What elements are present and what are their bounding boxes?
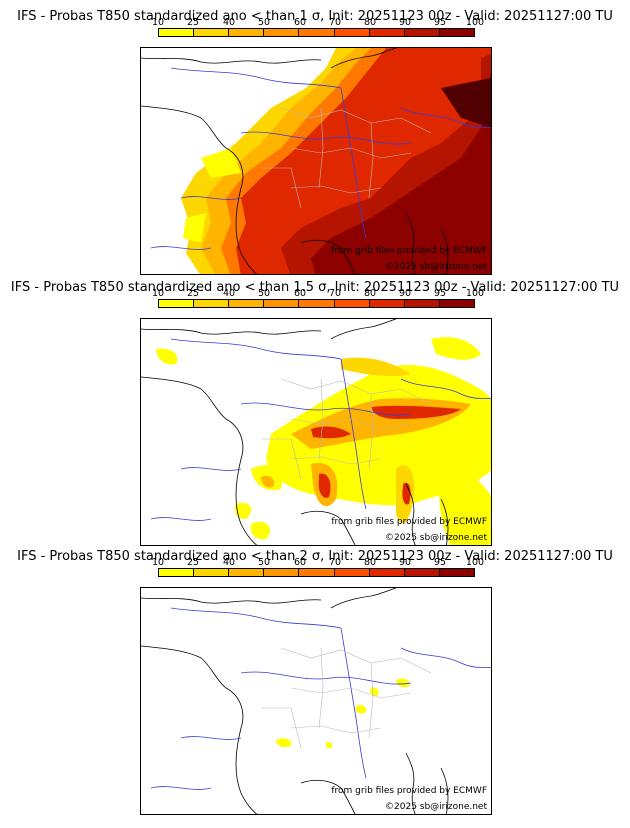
- colorbar-tick: 100: [465, 557, 485, 568]
- probability-map: from grib files provided by ECMWF ©2025 …: [140, 318, 492, 546]
- panel-2-sigma: IFS - Probas T850 standardized ano < tha…: [0, 540, 630, 816]
- colorbar-swatch: [369, 569, 405, 576]
- colorbar-swatch: [264, 569, 300, 576]
- colorbar-swatch: [229, 29, 265, 36]
- colorbar-tick: 90: [398, 17, 412, 28]
- coastlines: [141, 48, 449, 274]
- colorbar-tick: 70: [328, 557, 342, 568]
- credit-source: from grib files provided by ECMWF: [331, 517, 487, 527]
- colorbar-tick: 80: [363, 288, 377, 299]
- panel-1-sigma: IFS - Probas T850 standardized ano < tha…: [0, 0, 630, 276]
- colorbar-tick: 60: [293, 288, 307, 299]
- colorbar-tick-labels: 10 25 40 50 60 70 80 90 95 100: [140, 17, 492, 28]
- panel-1-5-sigma: IFS - Probas T850 standardized ano < tha…: [0, 271, 630, 547]
- colorbar-tick: 60: [293, 557, 307, 568]
- colorbar-tick: 25: [186, 17, 200, 28]
- colorbar-tick: 40: [222, 557, 236, 568]
- colorbar-swatch: [264, 300, 300, 307]
- colorbar-tick: 95: [433, 557, 447, 568]
- colorbar-swatch: [299, 300, 335, 307]
- colorbar-swatch: [194, 300, 230, 307]
- coastlines: [141, 588, 449, 814]
- colorbar-tick: 70: [328, 17, 342, 28]
- colorbar-swatch: [334, 29, 370, 36]
- colorbar-tick: 50: [257, 17, 271, 28]
- colorbar-swatch: [159, 569, 195, 576]
- probability-field: [276, 678, 410, 749]
- colorbar-tick: 25: [186, 557, 200, 568]
- colorbar-tick: 60: [293, 17, 307, 28]
- panel-title: IFS - Probas T850 standardized ano < tha…: [10, 280, 620, 295]
- panel-title: IFS - Probas T850 standardized ano < tha…: [17, 9, 613, 24]
- probability-field: [156, 337, 491, 545]
- colorbar-tick-labels: 10 25 40 50 60 70 80 90 95 100: [140, 557, 492, 568]
- coastlines: [141, 319, 449, 545]
- colorbar-tick: 90: [398, 288, 412, 299]
- colorbar: [158, 299, 475, 308]
- colorbar-tick: 100: [465, 288, 485, 299]
- probability-map: from grib files provided by ECMWF ©2025 …: [140, 47, 492, 275]
- colorbar-tick: 50: [257, 557, 271, 568]
- credit-source: from grib files provided by ECMWF: [331, 786, 487, 796]
- colorbar-swatch: [299, 29, 335, 36]
- colorbar-tick: 95: [433, 17, 447, 28]
- colorbar-swatch: [404, 300, 440, 307]
- colorbar-tick: 10: [151, 17, 165, 28]
- colorbar-swatch: [159, 300, 195, 307]
- colorbar-swatch: [369, 29, 405, 36]
- colorbar-tick: 95: [433, 288, 447, 299]
- colorbar-swatch: [264, 29, 300, 36]
- colorbar-swatch: [159, 29, 195, 36]
- colorbar-swatch: [439, 29, 474, 36]
- colorbar-swatch: [194, 569, 230, 576]
- colorbar-swatch: [194, 29, 230, 36]
- admin-borders: [261, 107, 432, 209]
- colorbar-swatch: [334, 300, 370, 307]
- admin-borders: [261, 378, 432, 480]
- colorbar-tick-labels: 10 25 40 50 60 70 80 90 95 100: [140, 288, 492, 299]
- probability-field: [181, 48, 491, 274]
- colorbar-tick: 80: [363, 17, 377, 28]
- colorbar-tick: 40: [222, 288, 236, 299]
- colorbar-swatch: [404, 569, 440, 576]
- colorbar-swatch: [439, 300, 474, 307]
- colorbar-tick: 25: [186, 288, 200, 299]
- probability-map: from grib files provided by ECMWF ©2025 …: [140, 587, 492, 815]
- colorbar-swatch: [334, 569, 370, 576]
- colorbar-tick: 10: [151, 557, 165, 568]
- credit-copyright: ©2025 sb@irizone.net: [385, 802, 487, 812]
- colorbar-swatch: [299, 569, 335, 576]
- colorbar-swatch: [369, 300, 405, 307]
- credit-source: from grib files provided by ECMWF: [331, 246, 487, 256]
- colorbar: [158, 28, 475, 37]
- colorbar-tick: 10: [151, 288, 165, 299]
- colorbar-tick: 90: [398, 557, 412, 568]
- colorbar-tick: 80: [363, 557, 377, 568]
- rivers: [150, 607, 491, 790]
- panel-title: IFS - Probas T850 standardized ano < tha…: [17, 549, 613, 564]
- colorbar-swatch: [439, 569, 474, 576]
- admin-borders: [261, 647, 432, 749]
- colorbar-tick: 50: [257, 288, 271, 299]
- colorbar: [158, 568, 475, 577]
- colorbar-tick: 100: [465, 17, 485, 28]
- credit-copyright: ©2025 sb@irizone.net: [385, 262, 487, 272]
- rivers: [150, 338, 491, 521]
- credit-copyright: ©2025 sb@irizone.net: [385, 533, 487, 543]
- colorbar-tick: 70: [328, 288, 342, 299]
- colorbar-swatch: [229, 300, 265, 307]
- colorbar-tick: 40: [222, 17, 236, 28]
- colorbar-swatch: [404, 29, 440, 36]
- colorbar-swatch: [229, 569, 265, 576]
